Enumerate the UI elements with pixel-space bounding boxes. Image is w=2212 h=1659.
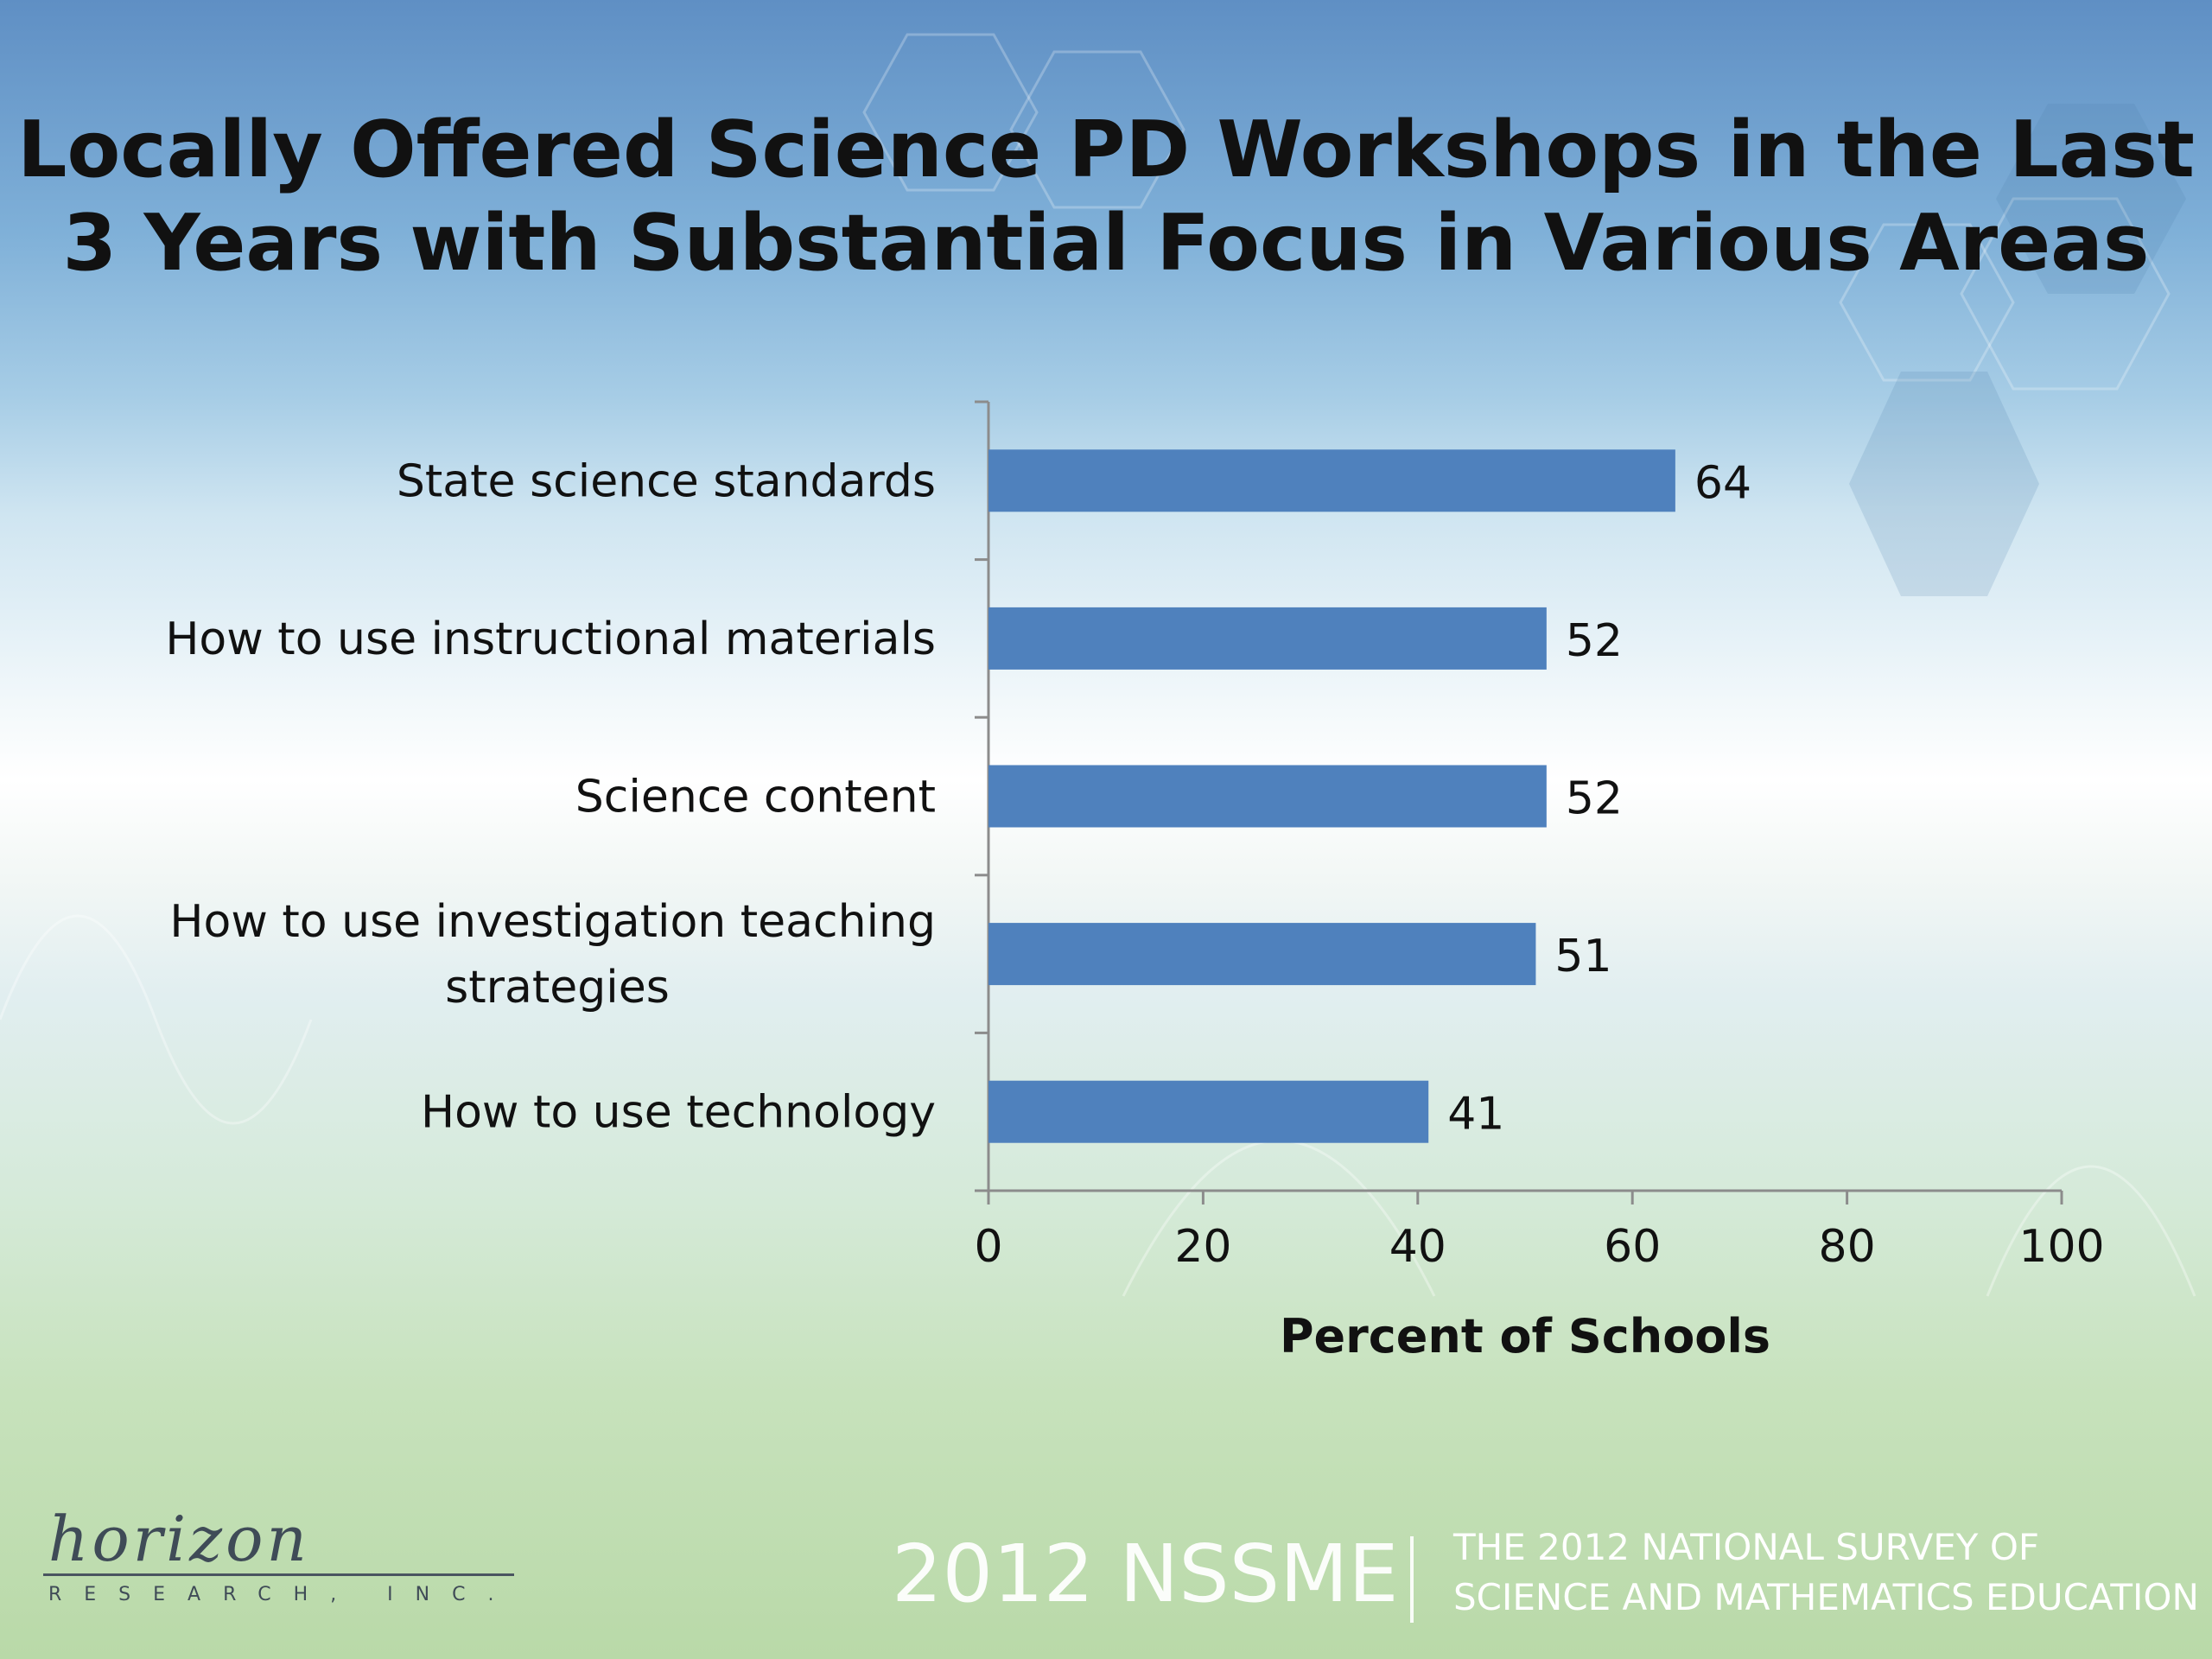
survey-name-line-1: THE 2012 NATIONAL SURVEY OF (1453, 1526, 2040, 1568)
data-label: 64 (1694, 457, 1751, 509)
category-label: Science content (575, 772, 936, 823)
data-label: 41 (1447, 1089, 1504, 1141)
survey-name-line-2: SCIENCE AND MATHEMATICS EDUCATION (1453, 1576, 2199, 1618)
x-tick-label: 0 (974, 1221, 1002, 1273)
x-tick-label: 40 (1389, 1221, 1446, 1273)
x-tick-label: 60 (1604, 1221, 1661, 1273)
logo-script-text: horizon (48, 1503, 310, 1575)
data-label: 51 (1554, 931, 1611, 982)
bar (988, 923, 1536, 986)
x-axis-title: Percent of Schools (1280, 1309, 1770, 1363)
bar (988, 449, 1675, 512)
logo-underline (43, 1573, 514, 1576)
category-label: How to use investigation teaching (169, 896, 936, 948)
footer-divider (1410, 1536, 1414, 1623)
slide-title-line-2: 3 Years with Substantial Focus in Variou… (62, 198, 2150, 289)
data-label: 52 (1566, 773, 1623, 825)
category-label: State science standards (397, 455, 936, 507)
x-tick-label: 100 (2018, 1221, 2104, 1273)
x-tick-label: 20 (1174, 1221, 1231, 1273)
x-tick-label: 80 (1819, 1221, 1876, 1273)
horizon-research-logo: horizon RESEARCH, INC. (43, 1503, 527, 1620)
category-label: strategies (445, 962, 670, 1014)
slide-title-line-1: Locally Offered Science PD Workshops in … (17, 105, 2195, 195)
bar (988, 607, 1547, 670)
bar (988, 765, 1547, 828)
data-label: 52 (1566, 615, 1623, 667)
bar (988, 1080, 1429, 1143)
logo-subtitle: RESEARCH, INC. (48, 1584, 517, 1605)
category-label: How to use instructional materials (165, 613, 936, 665)
survey-name: THE 2012 NATIONAL SURVEY OF SCIENCE AND … (1453, 1522, 2199, 1623)
category-label: How to use technology (421, 1087, 936, 1139)
nssme-brand: 2012 NSSME (892, 1528, 1399, 1620)
slide-title: Locally Offered Science PD Workshops in … (0, 104, 2212, 290)
